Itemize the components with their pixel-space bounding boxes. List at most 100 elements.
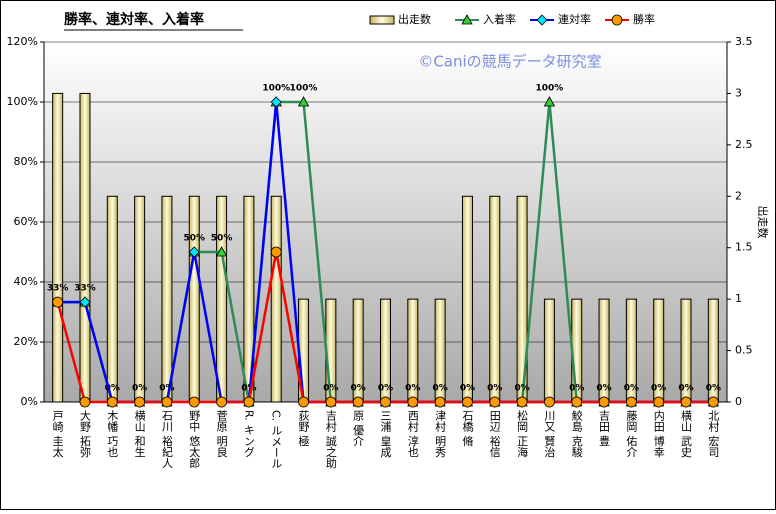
x-tick-label: 横山 和生 xyxy=(133,409,146,458)
marker xyxy=(407,396,419,408)
x-tick-label: 津村 明秀 xyxy=(434,410,447,458)
marker xyxy=(489,396,501,408)
marker xyxy=(598,396,610,408)
data-label: 50% xyxy=(211,234,233,244)
y-tick-label: 120% xyxy=(7,35,38,48)
marker xyxy=(325,396,337,408)
marker xyxy=(52,296,64,308)
marker xyxy=(380,396,391,408)
data-label: 100% xyxy=(262,84,290,94)
x-tick-label: 荻野 極 xyxy=(297,410,310,447)
marker xyxy=(461,14,473,25)
data-label: 0% xyxy=(405,384,420,394)
x-tick-label: 三浦 皇成 xyxy=(379,410,392,458)
x-tick-label: R. キング xyxy=(242,410,255,457)
y2-tick-label: 1.5 xyxy=(735,241,753,254)
data-label: 0% xyxy=(624,384,639,394)
marker xyxy=(79,396,91,408)
bar xyxy=(543,298,555,403)
marker xyxy=(543,96,556,107)
marker xyxy=(134,396,146,408)
data-label: 100% xyxy=(536,84,564,94)
data-label: 0% xyxy=(514,384,529,394)
y2-tick-label: 3 xyxy=(735,86,742,99)
x-tick-label: 北村 宏司 xyxy=(707,410,720,458)
data-label: 0% xyxy=(351,384,366,394)
marker xyxy=(462,396,473,408)
marker xyxy=(516,396,528,408)
y2-tick-label: 0 xyxy=(735,395,742,408)
marker xyxy=(536,14,548,26)
x-tick-label: 石橋 脩 xyxy=(461,410,474,447)
bar xyxy=(106,195,118,403)
legend-label: 連対率 xyxy=(558,12,591,26)
x-tick-label: 原 優介 xyxy=(352,410,365,447)
legend-swatch xyxy=(369,15,395,25)
x-tick-label: 戸崎 圭太 xyxy=(51,410,64,458)
x-tick-label: C. ルメール xyxy=(270,410,283,469)
legend-label: 出走数 xyxy=(398,12,431,26)
data-label: 100% xyxy=(290,84,318,94)
bar xyxy=(52,92,64,403)
data-label: 0% xyxy=(569,384,584,394)
x-tick-label: 西村 淳也 xyxy=(406,410,419,458)
data-label: 0% xyxy=(460,384,475,394)
x-tick-label: 藤岡 佑介 xyxy=(625,410,638,458)
data-label: 0% xyxy=(432,384,447,394)
marker xyxy=(653,396,665,408)
y2-tick-label: 1 xyxy=(735,292,742,305)
data-label: 0% xyxy=(378,384,393,394)
marker xyxy=(297,96,310,107)
data-label: 0% xyxy=(323,384,338,394)
marker xyxy=(161,396,173,408)
y-tick-label: 80% xyxy=(14,155,38,168)
marker xyxy=(434,396,446,408)
bar xyxy=(79,92,91,403)
y-tick-label: 60% xyxy=(14,215,38,228)
y-tick-label: 40% xyxy=(14,275,38,288)
x-tick-label: 大野 拓弥 xyxy=(78,409,91,458)
marker xyxy=(188,246,200,258)
marker xyxy=(571,396,583,408)
legend-label: 入着率 xyxy=(483,12,516,26)
data-label: 0% xyxy=(706,384,721,394)
data-label: 0% xyxy=(487,384,502,394)
marker xyxy=(352,396,364,408)
content: 0% 20% 40% 60% 80% 100% 120% 0 0.5 1 1.5 2 2.5 3 3.5 戸崎… xyxy=(7,12,753,469)
marker xyxy=(544,396,555,408)
data-label: 0% xyxy=(596,384,611,394)
marker xyxy=(611,14,623,26)
bar xyxy=(216,195,228,403)
x-tick-label: 田辺 裕信 xyxy=(488,410,501,458)
y2-axis-label: 出走数 xyxy=(756,206,770,239)
y-tick-label: 20% xyxy=(14,335,38,348)
y-tick-label: 100% xyxy=(7,95,38,108)
y2-tick-label: 3.5 xyxy=(735,35,753,48)
data-label: 50% xyxy=(183,234,205,244)
data-label: 0% xyxy=(651,384,666,394)
y-tick-label: 0% xyxy=(21,395,38,408)
watermark: ©Caniの競馬データ研究室 xyxy=(418,53,601,71)
marker xyxy=(270,96,282,108)
y2-tick-label: 0.5 xyxy=(735,344,753,357)
data-label: 33% xyxy=(47,284,69,294)
marker xyxy=(106,396,118,408)
y2-tick-label: 2.5 xyxy=(735,138,753,151)
bar xyxy=(461,195,473,403)
data-label: 33% xyxy=(74,284,96,294)
x-tick-label: 菅原 明良 xyxy=(215,410,228,458)
x-tick-label: 横山 武史 xyxy=(680,409,693,458)
marker xyxy=(216,396,227,408)
x-tick-label: 木幡 巧也 xyxy=(106,410,119,458)
marker xyxy=(680,396,692,408)
x-tick-label: 川又 賢治 xyxy=(543,410,556,458)
marker xyxy=(79,296,91,308)
marker xyxy=(707,396,719,408)
data-label: 0% xyxy=(678,384,693,394)
x-tick-label: 石川 裕紀人 xyxy=(160,410,173,469)
data-label: 0% xyxy=(159,384,174,394)
x-tick-label: 内田 博幸 xyxy=(652,409,665,458)
bar xyxy=(134,195,146,403)
series xyxy=(52,246,719,408)
